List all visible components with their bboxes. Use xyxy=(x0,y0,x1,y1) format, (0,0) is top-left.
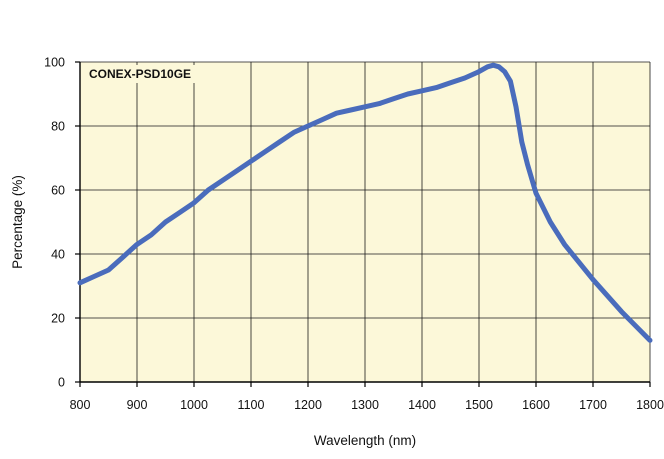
x-tick-label: 1200 xyxy=(294,398,322,412)
x-tick-label: 1000 xyxy=(180,398,208,412)
inset-label-background xyxy=(85,65,196,83)
grid-lines xyxy=(80,61,651,382)
y-tick-label: 20 xyxy=(51,312,65,326)
x-tick-label: 1300 xyxy=(351,398,379,412)
y-tick-label: 80 xyxy=(51,120,65,134)
series-line xyxy=(77,62,653,343)
y-tick-label: 100 xyxy=(44,56,65,70)
inset-label-box: CONEX-PSD10GE xyxy=(85,65,196,83)
x-tick-label: 900 xyxy=(127,398,148,412)
x-tick-label: 800 xyxy=(70,398,91,412)
tick-labels: 800 900 1000 1100 1200 1300 1400 1500 1600 1700 18… xyxy=(44,56,664,413)
x-tick-label: 1400 xyxy=(408,398,436,412)
y-tick-label: 40 xyxy=(51,248,65,262)
x-axis-title: Wavelength (nm) xyxy=(314,433,416,448)
y-tick-label: 0 xyxy=(58,376,65,390)
inset-label: CONEX-PSD10GE xyxy=(89,67,191,81)
x-tick-label: 1700 xyxy=(579,398,607,412)
x-tick-label: 1500 xyxy=(465,398,493,412)
y-tick-label: 60 xyxy=(51,184,65,198)
x-tick-label: 1600 xyxy=(522,398,550,412)
x-tick-label: 1100 xyxy=(238,398,265,412)
series-layer xyxy=(77,62,653,343)
axes xyxy=(75,61,651,387)
x-tick-label: 1800 xyxy=(636,398,664,412)
y-axis-title: Percentage (%) xyxy=(10,175,25,269)
